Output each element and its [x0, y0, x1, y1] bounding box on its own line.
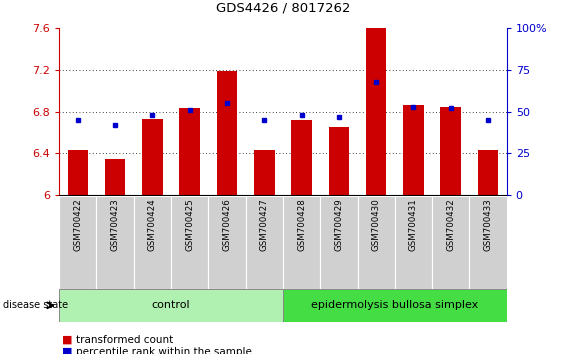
Text: ■: ■	[62, 347, 73, 354]
Text: GSM700425: GSM700425	[185, 198, 194, 251]
Bar	[283, 196, 320, 289]
Text: epidermolysis bullosa simplex: epidermolysis bullosa simplex	[311, 300, 479, 310]
Bar	[440, 107, 461, 195]
Bar	[329, 127, 349, 195]
Bar	[320, 196, 358, 289]
Text: percentile rank within the sample: percentile rank within the sample	[76, 347, 252, 354]
Bar	[59, 196, 96, 289]
Text: GSM700422: GSM700422	[73, 198, 82, 251]
Text: GSM700430: GSM700430	[372, 198, 381, 251]
Bar	[171, 196, 208, 289]
Bar	[470, 196, 507, 289]
Bar	[96, 196, 133, 289]
Bar	[283, 289, 507, 322]
Bar	[403, 105, 424, 195]
Text: GDS4426 / 8017262: GDS4426 / 8017262	[216, 1, 350, 14]
Bar	[180, 108, 200, 195]
Text: GSM700423: GSM700423	[110, 198, 119, 251]
Bar	[478, 150, 498, 195]
Text: transformed count: transformed count	[76, 335, 173, 344]
Text: GSM700427: GSM700427	[260, 198, 269, 251]
Text: disease state: disease state	[3, 300, 68, 310]
Text: GSM700429: GSM700429	[334, 198, 343, 251]
Bar	[142, 119, 163, 195]
Text: ■: ■	[62, 335, 73, 344]
Text: GSM700431: GSM700431	[409, 198, 418, 251]
Bar	[68, 150, 88, 195]
Text: control: control	[151, 300, 190, 310]
Text: GSM700428: GSM700428	[297, 198, 306, 251]
Bar	[366, 28, 386, 195]
Text: GSM700432: GSM700432	[446, 198, 455, 251]
Bar	[254, 150, 275, 195]
Bar	[59, 289, 283, 322]
Text: GSM700433: GSM700433	[484, 198, 493, 251]
Bar	[217, 71, 237, 195]
Bar	[432, 196, 470, 289]
Bar	[245, 196, 283, 289]
Bar	[291, 120, 312, 195]
Bar	[358, 196, 395, 289]
Bar	[395, 196, 432, 289]
Bar	[208, 196, 245, 289]
Text: GSM700426: GSM700426	[222, 198, 231, 251]
Text: GSM700424: GSM700424	[148, 198, 157, 251]
Bar	[105, 159, 126, 195]
Bar	[134, 196, 171, 289]
